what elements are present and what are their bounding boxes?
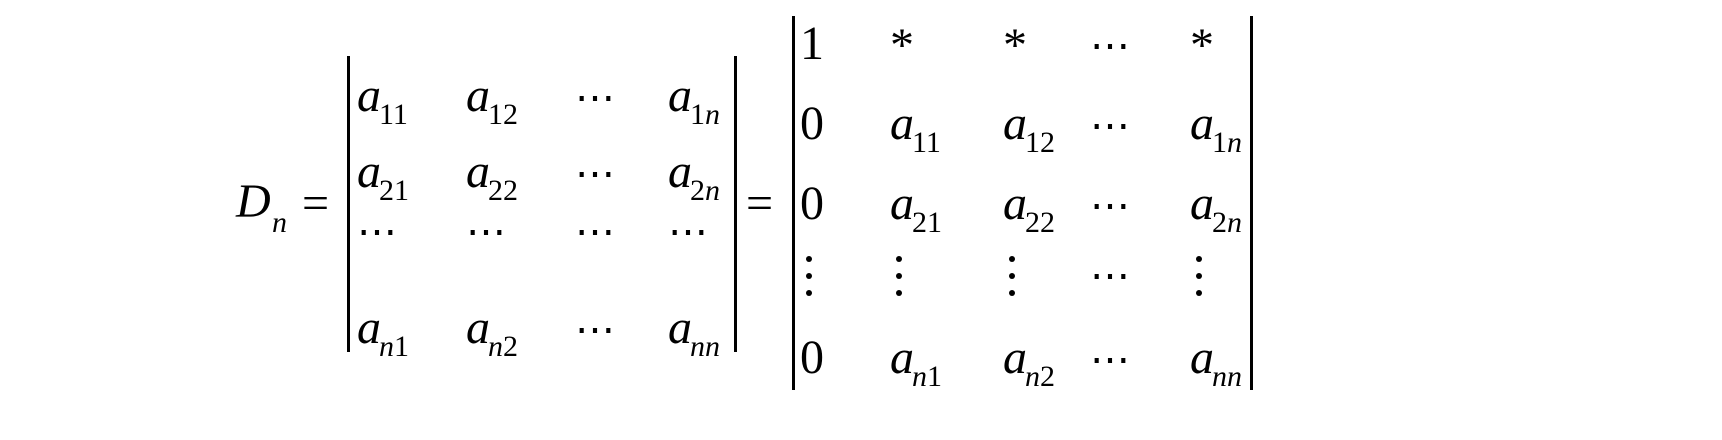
right-det-cell-r1c1-entry: 1 [800,17,824,70]
left-det-cell-r2c1-subscript: 21 [379,174,409,207]
left-det-cell-r2c4-base: a [668,145,692,198]
left-det-cell-r3c1-ellipsis: ⋯ [357,209,397,254]
right-det-cell-r3c5-base: a [1190,177,1214,230]
right-det-cell-r5c5-subscript: nn [1212,360,1242,393]
right-det-cell-r2c5-base: a [1190,97,1214,150]
right-det-cell-r3c5-subscript: 2n [1212,206,1242,239]
left-det-cell-r1c1-subscript: 11 [379,98,408,131]
left-det-cell-r4c1-subscript: n1 [379,330,409,363]
left-det-cell-r4c2-subscript: n2 [488,330,518,363]
right-det-cell-r5c4-ellipsis: ⋯ [1090,337,1130,382]
right-det-cell-r3c2-subscript: 21 [912,206,942,239]
left-det-cell-r3c3-ellipsis: ⋯ [575,209,615,254]
left-det-left-bar [347,56,350,352]
left-det-cell-r4c1-base: a [357,301,381,354]
right-det-cell-r1c2-star: * [890,19,914,72]
left-det-cell-r1c1-base: a [357,69,381,122]
left-det-cell-r2c2-base: a [466,145,490,198]
right-det-cell-r4c4-ellipsis: ⋯ [1090,253,1130,298]
right-det-cell-r5c1-entry: 0 [800,331,824,384]
right-det-cell-r3c1-entry: 0 [800,177,824,230]
right-det-cell-r2c3-base: a [1003,97,1027,150]
right-det-left-bar [792,16,795,390]
left-det-cell-r4c4-base: a [668,301,692,354]
right-det-cell-r5c3-base: a [1003,331,1027,384]
equals-sign-2: = [746,177,774,230]
left-det-cell-r1c4-base: a [668,69,692,122]
right-det-cell-r2c1-entry: 0 [800,97,824,150]
left-det-cell-r2c3-ellipsis: ⋯ [575,151,615,196]
left-det-cell-r1c4-subscript: 1n [690,98,720,131]
left-det-cell-r3c2-ellipsis: ⋯ [466,209,506,254]
right-det-cell-r3c2-base: a [890,177,914,230]
left-det-cell-r4c3-ellipsis: ⋯ [575,307,615,352]
left-det-cell-r4c4-subscript: nn [690,330,720,363]
right-det-cell-r4c3-vdots [1009,256,1017,298]
right-det-right-bar [1250,16,1253,390]
left-det-right-bar [734,56,737,352]
left-det-cell-r1c2-base: a [466,69,490,122]
right-det-cell-r1c4-ellipsis: ⋯ [1090,23,1130,68]
right-det-cell-r1c5-star: * [1190,19,1214,72]
right-det-cell-r3c3-subscript: 22 [1025,206,1055,239]
left-det-cell-r1c2-subscript: 12 [488,98,518,131]
right-det-cell-r2c2-base: a [890,97,914,150]
right-det-cell-r3c3-base: a [1003,177,1027,230]
left-det-cell-r4c2-base: a [466,301,490,354]
right-det-cell-r5c2-subscript: n1 [912,360,942,393]
right-det-cell-r3c4-ellipsis: ⋯ [1090,183,1130,228]
right-det-cell-r5c2-base: a [890,331,914,384]
right-det-cell-r2c2-subscript: 11 [912,126,941,159]
right-det-cell-r2c5-subscript: 1n [1212,126,1242,159]
lhs-subscript: n [272,206,287,239]
right-det-cell-r4c2-vdots [896,256,904,298]
left-det-cell-r2c1-base: a [357,145,381,198]
right-det-cell-r4c5-vdots [1196,256,1204,298]
right-det-cell-r2c3-subscript: 12 [1025,126,1055,159]
right-det-cell-r5c5-base: a [1190,331,1214,384]
lhs-symbol: D [236,175,271,228]
right-det-cell-r2c4-ellipsis: ⋯ [1090,103,1130,148]
left-det-cell-r3c4-ellipsis: ⋯ [668,209,708,254]
left-det-cell-r2c4-subscript: 2n [690,174,720,207]
right-det-cell-r5c3-subscript: n2 [1025,360,1055,393]
left-det-cell-r2c2-subscript: 22 [488,174,518,207]
right-det-cell-r4c1-vdots [806,256,814,298]
right-det-cell-r1c3-star: * [1003,19,1027,72]
left-det-cell-r1c3-ellipsis: ⋯ [575,75,615,120]
equals-sign-1: = [302,177,330,230]
